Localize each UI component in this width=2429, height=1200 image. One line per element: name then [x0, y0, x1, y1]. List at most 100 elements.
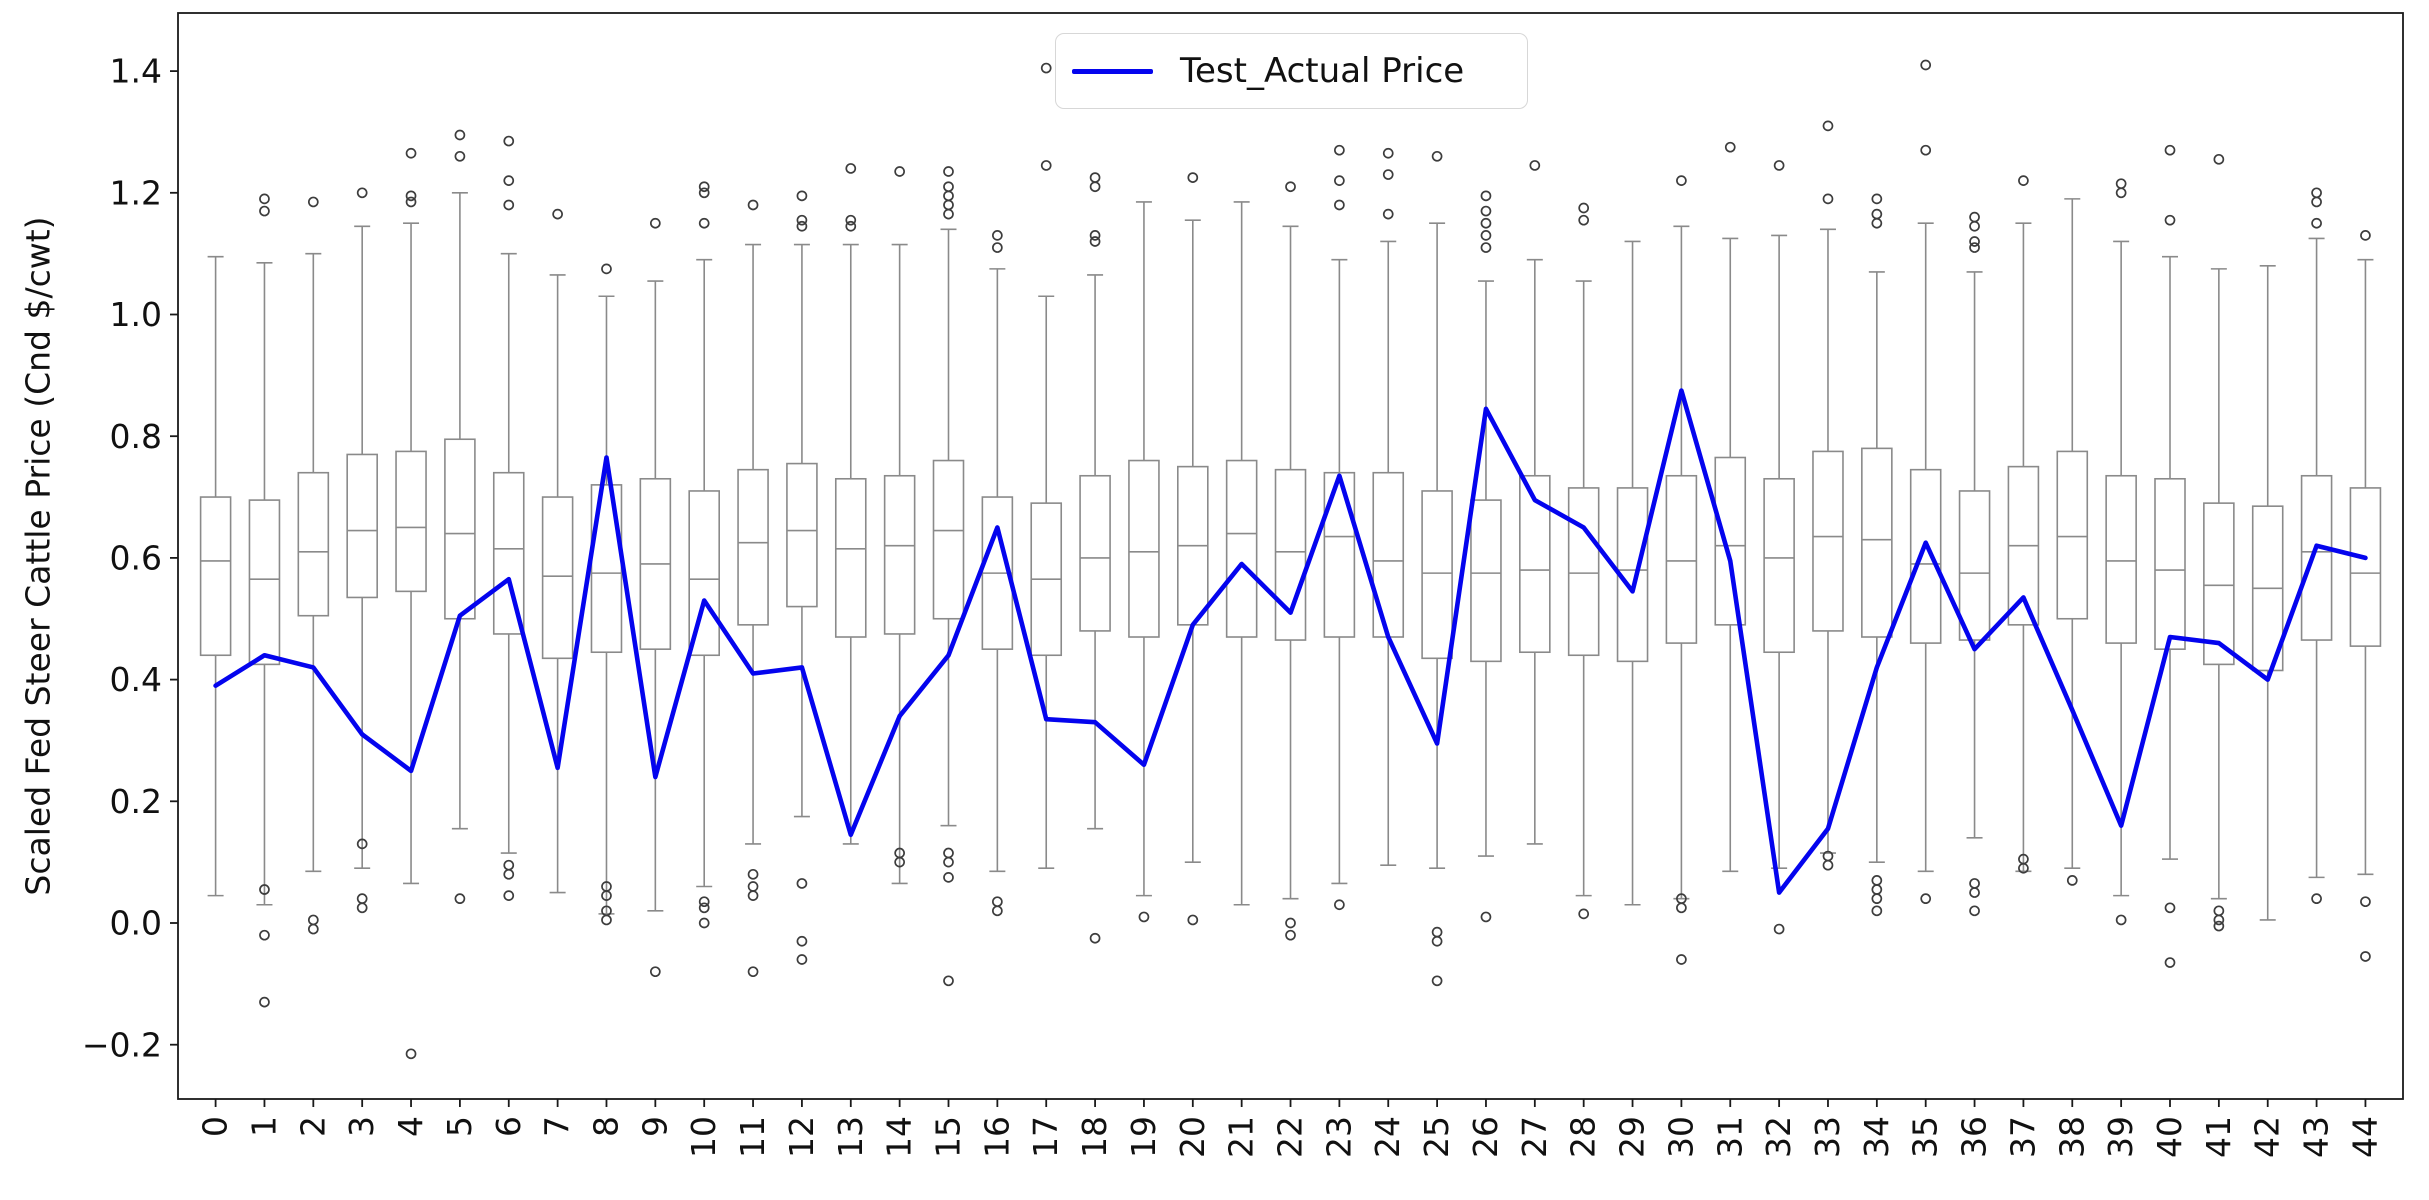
x-tick-label: 4: [391, 1116, 430, 1137]
outlier-point: [405, 147, 417, 159]
outlier-point: [894, 856, 905, 868]
outlier-point: [259, 193, 270, 205]
box-iqr: [2349, 487, 2382, 647]
outlier-point: [1285, 181, 1296, 193]
outlier-point: [1920, 144, 1932, 156]
outlier-point: [259, 996, 270, 1008]
x-tick-label: 6: [489, 1116, 528, 1137]
outlier-point: [1089, 236, 1101, 247]
outlier-point: [1187, 172, 1199, 183]
x-tick-label: 23: [1319, 1116, 1358, 1158]
outlier-point: [845, 220, 857, 232]
x-tick-label: 40: [2150, 1116, 2189, 1158]
x-tick-label: 19: [1124, 1116, 1163, 1158]
box-iqr: [1958, 490, 1991, 641]
box-iqr: [2300, 474, 2333, 641]
outlier-point: [1578, 202, 1590, 214]
outlier-point: [405, 1048, 417, 1060]
outlier-point: [259, 884, 270, 895]
outlier-point: [698, 902, 710, 914]
outlier-point: [259, 205, 270, 217]
x-tick-label: 39: [2101, 1116, 2140, 1158]
outlier-point: [796, 220, 808, 232]
outlier-point: [601, 914, 612, 926]
outlier-point: [2164, 144, 2176, 156]
x-tick-label: 37: [2003, 1116, 2042, 1158]
x-tick-label: 32: [1759, 1116, 1798, 1158]
x-tick-label: 26: [1466, 1116, 1505, 1158]
outlier-point: [2213, 920, 2225, 932]
outlier-point: [1382, 169, 1394, 180]
outlier-point: [405, 190, 417, 202]
outlier-point: [796, 878, 808, 889]
x-tick-label: 17: [1026, 1116, 1065, 1158]
x-tick-label: 33: [1808, 1116, 1847, 1158]
box-iqr: [2203, 502, 2235, 666]
x-tick-label: 16: [977, 1116, 1016, 1158]
outlier-point: [943, 856, 954, 868]
outlier-point: [2164, 902, 2176, 914]
legend-label: Test_Actual Price: [1180, 51, 1465, 91]
x-tick-label: 1: [244, 1116, 283, 1137]
x-tick-label: 7: [538, 1116, 577, 1137]
outlier-point: [1480, 230, 1492, 241]
outlier-point: [747, 966, 759, 978]
x-tick-label: 27: [1515, 1116, 1554, 1158]
outlier-point: [698, 217, 710, 229]
outlier-point: [2311, 217, 2322, 229]
outlier-point: [1871, 217, 1883, 229]
outlier-point: [2164, 214, 2176, 226]
outlier-point: [2311, 893, 2322, 905]
x-tick-label: 2: [293, 1116, 332, 1137]
outlier-point: [1138, 911, 1150, 923]
y-tick-label: 1.4: [110, 52, 162, 91]
outlier-point: [698, 181, 710, 193]
x-tick-label: 15: [929, 1116, 968, 1158]
outlier-point: [307, 196, 319, 208]
outlier-point: [503, 890, 515, 901]
outlier-point: [2213, 914, 2225, 926]
x-tick-label: 14: [880, 1116, 919, 1158]
x-tick-label: 38: [2052, 1116, 2091, 1158]
outlier-point: [747, 868, 759, 880]
box-iqr: [1861, 447, 1893, 638]
outlier-point: [454, 893, 466, 905]
y-tick-label: 1.0: [110, 295, 162, 334]
x-tick-label: 18: [1075, 1116, 1114, 1158]
outlier-point: [503, 199, 515, 211]
x-tick-label: 29: [1613, 1116, 1652, 1158]
outlier-point: [1822, 120, 1834, 132]
outlier-point: [943, 166, 954, 177]
outlier-point: [747, 890, 759, 901]
outlier-point: [503, 135, 515, 147]
x-tick-label: 30: [1661, 1116, 1700, 1158]
box-iqr: [1812, 450, 1844, 632]
outlier-point: [259, 929, 270, 941]
outlier-point: [454, 150, 466, 162]
y-tick-label: 0.0: [110, 904, 162, 943]
legend[interactable]: Test_Actual Price: [1055, 33, 1528, 109]
outlier-point: [1040, 62, 1052, 74]
x-tick-label: 9: [635, 1116, 674, 1137]
box-iqr: [346, 453, 378, 599]
outlier-point: [698, 917, 710, 929]
outlier-point: [796, 214, 808, 226]
outlier-point: [2311, 196, 2322, 208]
outlier-point: [1969, 242, 1980, 253]
outlier-point: [1578, 214, 1590, 226]
outlier-point: [1480, 242, 1492, 253]
x-tick-label: 13: [831, 1116, 870, 1158]
outlier-point: [1480, 205, 1492, 217]
outlier-point: [307, 923, 319, 935]
outlier-point: [943, 975, 954, 987]
outlier-point: [845, 214, 857, 226]
outlier-point: [552, 208, 563, 220]
y-tick-label: −0.2: [82, 1025, 162, 1064]
outlier-point: [1529, 160, 1541, 171]
outlier-point: [845, 163, 857, 174]
outlier-point: [1431, 150, 1443, 162]
box-iqr: [1763, 477, 1795, 654]
x-tick-label: 12: [782, 1116, 821, 1158]
outlier-point: [2018, 175, 2029, 186]
